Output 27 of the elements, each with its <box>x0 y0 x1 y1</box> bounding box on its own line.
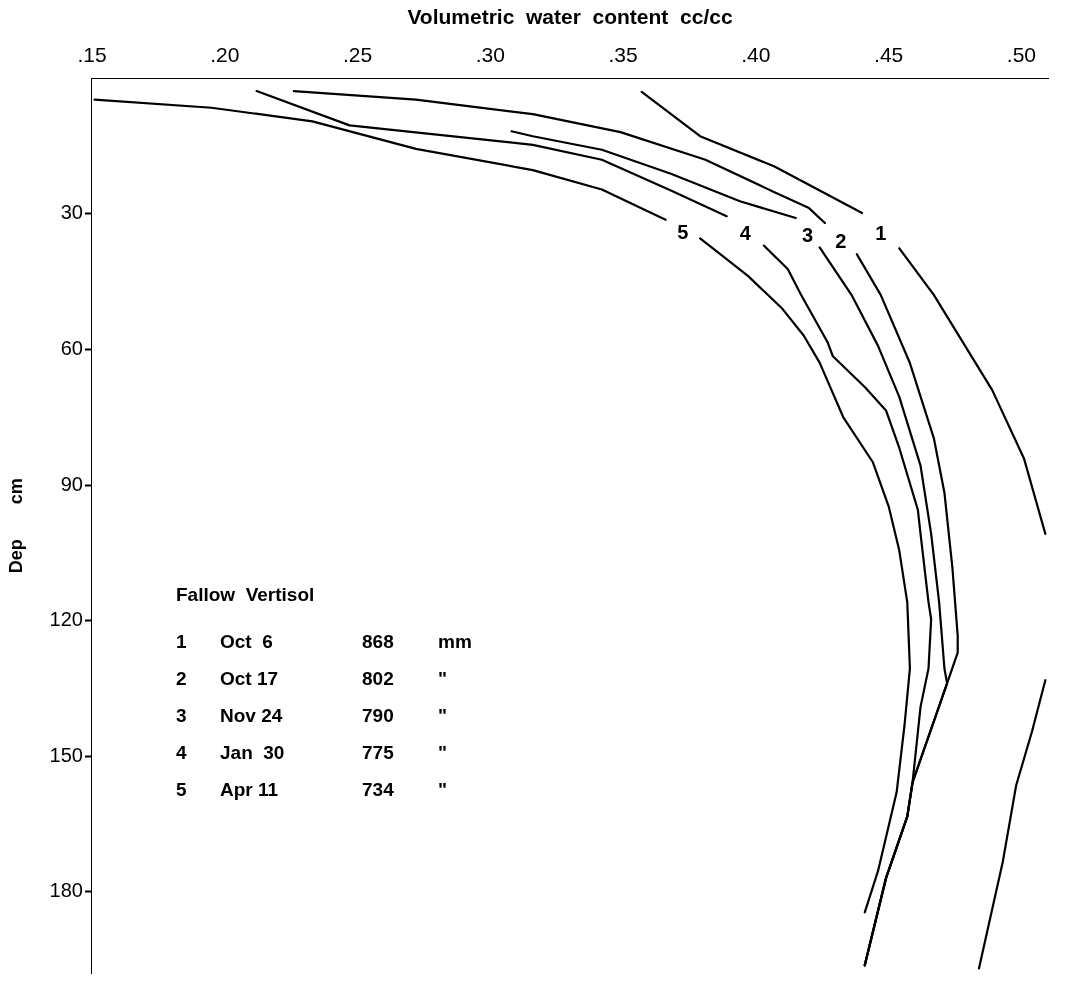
series-label: 3 <box>802 224 814 247</box>
x-tick-label: .20 <box>210 42 240 66</box>
x-tick-label: .35 <box>608 42 638 66</box>
x-tick-label: .15 <box>77 42 107 66</box>
series-label: 5 <box>677 220 689 243</box>
text: 3 Nov 24 790 " <box>176 705 448 727</box>
series-label: 1 <box>875 222 887 245</box>
y-tick-label: 180 <box>49 879 83 902</box>
text: 2 Oct 17 802 " <box>176 668 448 690</box>
text: 1 Oct 6 868 mm <box>176 631 472 653</box>
x-axis-title: Volumetric water content cc/cc <box>407 5 733 29</box>
x-tick-label: .50 <box>1006 42 1037 66</box>
series-label: 4 <box>739 222 752 245</box>
y-tick-label: 120 <box>49 608 83 631</box>
y-tick-label: 60 <box>60 337 83 360</box>
x-tick-label: .25 <box>342 42 373 66</box>
text: 5 Apr 11 734 " <box>176 779 448 801</box>
x-tick-label: .45 <box>874 42 904 66</box>
y-tick-label: 90 <box>60 472 83 495</box>
series-label: 2 <box>835 230 847 253</box>
text: 4 Jan 30 775 " <box>176 742 448 764</box>
x-tick-label: .40 <box>741 42 771 66</box>
y-tick-label: 150 <box>49 743 83 766</box>
y-tick-label: 30 <box>60 201 83 224</box>
legend-title: Fallow Vertisol <box>176 584 315 606</box>
y-axis-title: Dep cm <box>5 478 26 574</box>
x-tick-label: .30 <box>475 42 505 66</box>
